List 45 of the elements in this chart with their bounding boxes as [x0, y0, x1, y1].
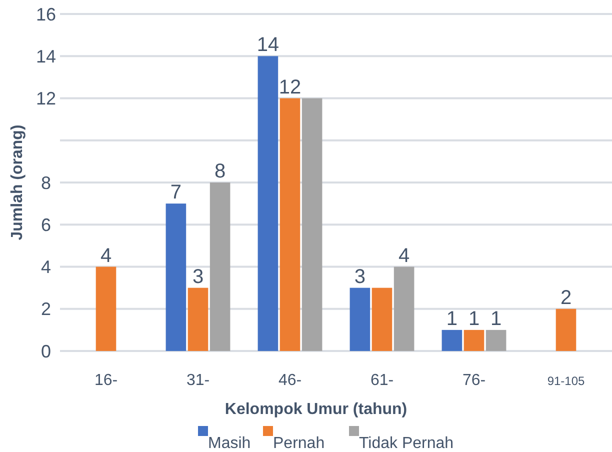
data-label: 3 — [354, 266, 366, 288]
bar — [556, 308, 576, 351]
bar — [372, 288, 392, 351]
x-axis-title: Kelompok Umur (tahun) — [224, 401, 408, 418]
data-label: 12 — [278, 76, 302, 98]
bar — [394, 266, 414, 351]
bar — [442, 330, 462, 351]
legend-label: Tidak Pernah — [359, 435, 454, 452]
x-tick-label: 31- — [186, 372, 210, 389]
y-tick-label: 2 — [40, 299, 52, 320]
bar — [464, 330, 484, 351]
bar — [350, 288, 370, 351]
data-label: 4 — [100, 244, 112, 267]
y-axis-title: Jumlah (orang) — [9, 124, 26, 240]
data-label: 1 — [490, 308, 502, 330]
bar — [280, 98, 300, 351]
data-label: 7 — [170, 182, 182, 204]
y-tick-label: 0 — [40, 341, 52, 362]
x-tick-label: 76- — [462, 372, 486, 389]
bar — [486, 330, 506, 351]
data-label: 2 — [560, 286, 572, 309]
bar — [166, 204, 186, 351]
data-label: 1 — [446, 308, 458, 330]
data-label: 3 — [192, 266, 204, 288]
data-label: 14 — [256, 34, 280, 56]
legend-label: Pernah — [273, 435, 325, 452]
bar — [188, 288, 208, 351]
bar — [258, 56, 278, 351]
y-tick-label: 4 — [40, 257, 52, 278]
data-label: 8 — [214, 160, 226, 182]
legend-label: Masih — [208, 435, 251, 452]
y-tick-label: 12 — [36, 88, 56, 109]
y-tick-label: 8 — [40, 172, 52, 193]
data-label: 4 — [398, 244, 410, 267]
bar — [302, 98, 322, 351]
y-tick-label: 14 — [36, 46, 56, 66]
y-tick-label: 16 — [36, 4, 56, 24]
x-tick-label: 61- — [370, 372, 394, 389]
x-tick-label: 91-105 — [547, 374, 586, 388]
bar — [210, 182, 230, 351]
y-tick-label: 6 — [40, 214, 52, 235]
data-label: 1 — [468, 308, 480, 330]
bar — [96, 266, 116, 351]
x-tick-label: 46- — [278, 372, 302, 389]
x-tick-label: 16- — [94, 372, 118, 389]
